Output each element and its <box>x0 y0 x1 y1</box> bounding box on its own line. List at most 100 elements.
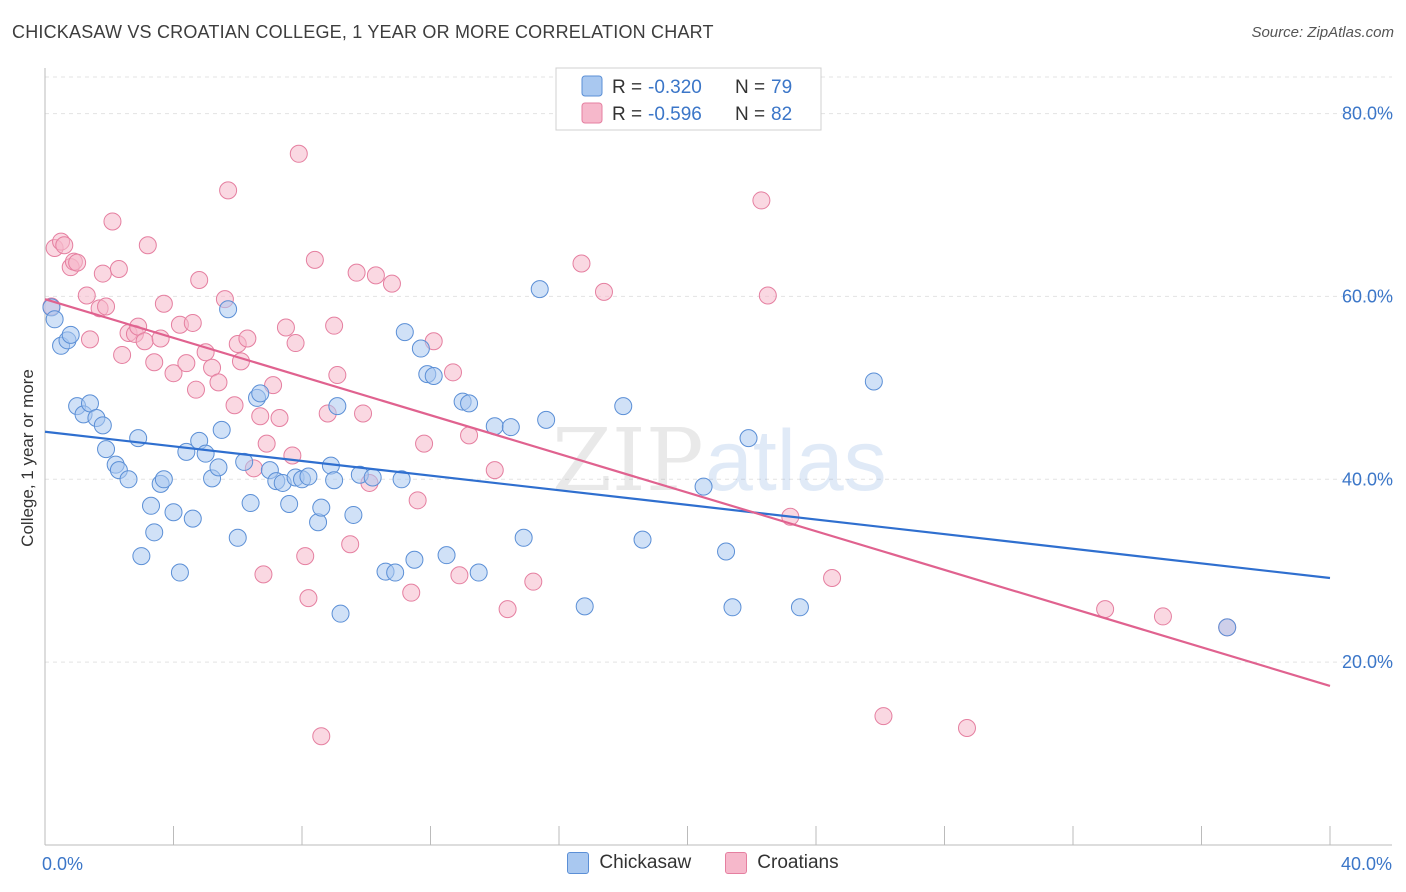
trend-line-chickasaw <box>44 430 1331 580</box>
croatians-point <box>305 250 324 269</box>
croatians-point <box>177 354 196 373</box>
croatians-point <box>498 600 517 619</box>
chickasaw-point <box>614 397 633 416</box>
series-chickasaw <box>42 280 1237 637</box>
chickasaw-point <box>386 563 405 582</box>
chickasaw-point <box>280 494 299 513</box>
x-tick-label-max: 40.0% <box>1341 854 1392 874</box>
chart-title: CHICKASAW VS CROATIAN COLLEGE, 1 YEAR OR… <box>12 22 714 42</box>
legend-r-label-1: R = <box>612 77 642 98</box>
bottom-legend-label-chickasaw: Chickasaw <box>599 852 692 873</box>
chickasaw-point <box>212 420 231 439</box>
legend-r-label-2: R = <box>612 104 642 125</box>
bottom-legend-croatians: Croatians <box>725 852 839 874</box>
croatians-point <box>257 434 276 453</box>
chickasaw-point <box>328 397 347 416</box>
croatians-point <box>286 334 305 353</box>
chickasaw-point <box>395 323 414 342</box>
chickasaw-point <box>633 530 652 549</box>
croatians-point <box>1096 600 1115 619</box>
x-tick-label-min: 0.0% <box>42 854 83 874</box>
chickasaw-point <box>61 325 80 344</box>
croatians-point <box>312 727 331 746</box>
croatians-point <box>93 264 112 283</box>
chickasaw-point <box>411 339 430 358</box>
croatians-point <box>354 404 373 423</box>
chickasaw-point <box>392 470 411 489</box>
legend-n-label-2: N = <box>735 104 765 125</box>
croatians-point <box>225 396 244 415</box>
croatians-point <box>594 282 613 301</box>
chart-source: Source: ZipAtlas.com <box>1251 24 1394 41</box>
trend-line-croatians <box>44 298 1331 687</box>
chickasaw-point <box>469 563 488 582</box>
chickasaw-point <box>228 528 247 547</box>
chickasaw-point <box>1218 618 1237 637</box>
bottom-legend-chickasaw: Chickasaw <box>567 852 691 874</box>
legend: R = -0.320 N = 79 R = -0.596 N = 82 <box>555 67 822 131</box>
y-axis-label: College, 1 year or more <box>18 369 37 547</box>
croatians-point <box>190 270 209 289</box>
croatians-point <box>113 345 132 364</box>
series-croatians <box>42 144 1237 746</box>
chickasaw-point <box>723 598 742 617</box>
croatians-point <box>209 373 228 392</box>
chickasaw-point <box>132 547 151 566</box>
legend-n-label-1: N = <box>735 77 765 98</box>
bottom-legend-swatch-croatians <box>725 852 748 874</box>
croatians-point <box>145 353 164 372</box>
axes <box>44 68 1392 846</box>
chickasaw-point <box>119 470 138 489</box>
chickasaw-point <box>145 523 164 542</box>
croatians-point <box>219 181 238 200</box>
chickasaw-point <box>514 528 533 547</box>
y-tick-labels: 20.0% 40.0% 60.0% 80.0% <box>1342 104 1393 673</box>
legend-swatch-chickasaw <box>581 75 603 97</box>
croatians-point <box>103 212 122 231</box>
croatians-point <box>164 364 183 383</box>
croatians-point <box>402 583 421 602</box>
chickasaw-point <box>405 550 424 569</box>
croatians-point <box>823 569 842 588</box>
chickasaw-point <box>424 366 443 385</box>
chickasaw-point <box>437 546 456 565</box>
croatians-point <box>296 547 315 566</box>
trend-lines <box>44 298 1331 687</box>
chickasaw-point <box>164 503 183 522</box>
chickasaw-point <box>170 563 189 582</box>
croatians-point <box>183 313 202 332</box>
chickasaw-point <box>344 505 363 524</box>
y-tick-label: 20.0% <box>1342 652 1393 672</box>
chickasaw-point <box>45 310 64 329</box>
chickasaw-point <box>325 471 344 490</box>
croatians-point <box>55 236 74 255</box>
croatians-point <box>443 363 462 382</box>
y-tick-label: 80.0% <box>1342 104 1393 124</box>
chickasaw-point <box>864 372 883 391</box>
croatians-point <box>382 274 401 293</box>
croatians-point <box>251 407 270 426</box>
chickasaw-point <box>209 458 228 477</box>
croatians-point <box>572 254 591 273</box>
croatians-point <box>68 253 87 272</box>
croatians-point <box>485 461 504 480</box>
croatians-point <box>154 294 173 313</box>
chickasaw-point <box>97 440 116 459</box>
chickasaw-point <box>460 394 479 413</box>
chickasaw-point <box>154 470 173 489</box>
grid-lines <box>45 76 1392 663</box>
legend-r-value-1: -0.320 <box>648 77 702 98</box>
chickasaw-point <box>790 598 809 617</box>
legend-swatch-croatians <box>581 102 603 124</box>
croatians-point <box>289 144 308 163</box>
croatians-point <box>415 434 434 453</box>
croatians-point <box>238 329 257 348</box>
croatians-point <box>77 286 96 305</box>
bottom-legend: Chickasaw Croatians <box>0 852 1406 874</box>
croatians-point <box>341 535 360 554</box>
chickasaw-point <box>501 418 520 437</box>
croatians-point <box>138 236 157 255</box>
chickasaw-point <box>739 429 758 448</box>
legend-r-value-2: -0.596 <box>648 104 702 125</box>
